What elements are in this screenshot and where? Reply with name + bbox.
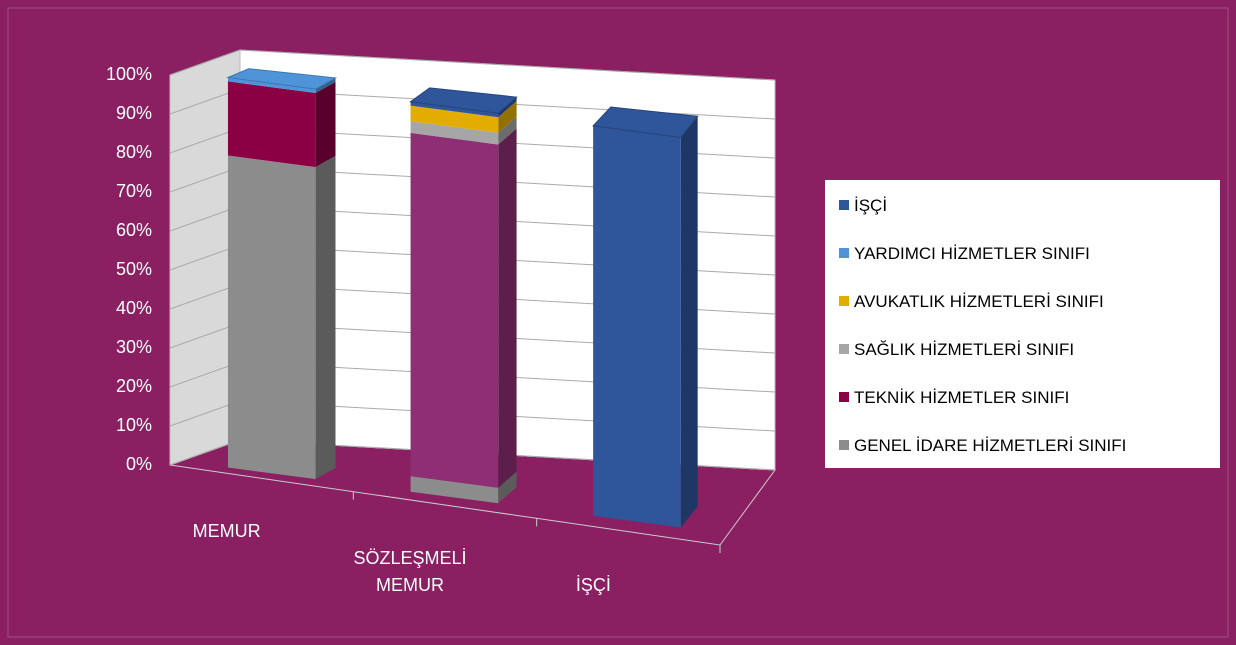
bar-top xyxy=(409,87,518,114)
y-tick-label: 50% xyxy=(116,259,152,279)
y-tick-label: 70% xyxy=(116,181,152,201)
bar-side xyxy=(315,81,336,168)
legend-entry: TEKNİK HİZMETLER SINIFI xyxy=(839,388,1069,408)
bar xyxy=(410,105,499,133)
bar xyxy=(227,155,316,480)
y-tick-label: 40% xyxy=(116,298,152,318)
legend-label: İŞÇİ xyxy=(854,196,888,215)
x-tick-label: MEMUR xyxy=(192,521,261,542)
bar-side xyxy=(498,471,517,504)
legend-label: TEKNİK HİZMETLER SINIFI xyxy=(854,388,1070,407)
legend-swatch xyxy=(839,296,849,306)
y-tick-label: 100% xyxy=(106,64,152,84)
y-tick-label: 20% xyxy=(116,376,152,396)
legend-label: SAĞLIK HİZMETLERİ SINIFI xyxy=(854,340,1075,359)
bar xyxy=(227,81,316,168)
bar-side xyxy=(315,77,336,94)
y-tick-label: 0% xyxy=(126,454,152,474)
bar-side xyxy=(498,128,517,488)
bar xyxy=(410,121,499,145)
y-tick-label: 60% xyxy=(116,220,152,240)
border xyxy=(7,7,1229,638)
x-tick-label: SÖZLEŞMELİ MEMUR xyxy=(353,548,467,595)
legend-entry: GENEL İDARE HİZMETLERİ SINIFI xyxy=(839,436,1126,456)
legend-label: GENEL İDARE HİZMETLERİ SINIFI xyxy=(854,436,1127,455)
legend-swatch xyxy=(839,392,849,402)
y-tick-label: 80% xyxy=(116,142,152,162)
bar-top xyxy=(592,106,699,138)
bar xyxy=(593,125,681,528)
x-tick-label: İŞÇİ xyxy=(575,574,611,595)
bar-side xyxy=(498,97,517,118)
bar-side xyxy=(680,116,698,528)
legend-entry: YARDIMCI HİZMETLER SINIFI xyxy=(839,244,1090,264)
legend-entry: SAĞLIK HİZMETLERİ SINIFI xyxy=(839,340,1074,360)
bar-side xyxy=(315,155,336,480)
y-tick-label: 10% xyxy=(116,415,152,435)
bar xyxy=(410,132,499,488)
bar xyxy=(410,476,499,504)
y-tick-label: 90% xyxy=(116,103,152,123)
y-tick-label: 30% xyxy=(116,337,152,357)
legend-label: YARDIMCI HİZMETLER SINIFI xyxy=(854,244,1090,263)
legend-swatch xyxy=(839,200,849,210)
legend-swatch xyxy=(839,440,849,450)
bar-side xyxy=(498,101,517,133)
grid-line xyxy=(169,49,776,81)
legend-swatch xyxy=(839,248,849,258)
legend-label: AVUKATLIK HİZMETLERİ SINIFI xyxy=(854,292,1104,311)
legend-swatch xyxy=(839,344,849,354)
bar-side xyxy=(498,116,517,145)
legend: İŞÇİ YARDIMCI HİZMETLER SINIFI AVUKATLIK H… xyxy=(825,180,1220,468)
legend-entry: AVUKATLIK HİZMETLERİ SINIFI xyxy=(839,292,1104,312)
legend-entry: İŞÇİ xyxy=(839,196,887,216)
bar xyxy=(227,77,316,94)
bar xyxy=(410,101,499,118)
